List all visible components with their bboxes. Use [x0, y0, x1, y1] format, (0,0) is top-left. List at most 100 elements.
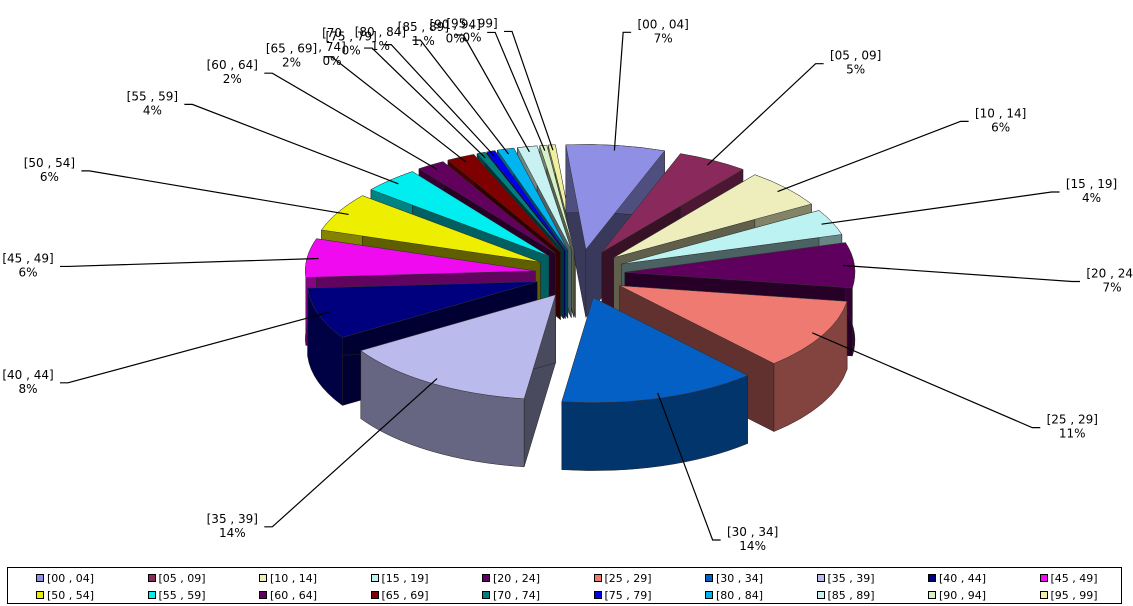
legend-item: [00 , 04] [36, 571, 94, 586]
legend-swatch [482, 591, 490, 599]
leader-line [657, 392, 721, 541]
legend-swatch [593, 591, 602, 599]
legend-label: [50 , 54] [47, 589, 95, 602]
legend-item: [25 , 29] [593, 571, 652, 586]
legend-label: [95 , 99] [1050, 589, 1098, 602]
slice-label: [75 , 79] 0% [326, 30, 377, 58]
legend-item: [95 , 99] [1039, 588, 1098, 603]
pie-labels: [00 , 04] 7% [05 , 09] 5% [10 , 14] 6% [15 , 1… [2, 16, 1133, 553]
leader-line [364, 47, 486, 159]
slice-label: [50 , 54] 6% [24, 156, 75, 184]
legend-swatch [36, 591, 44, 599]
legend-swatch [36, 574, 44, 582]
legend-swatch [816, 574, 825, 582]
leader-line [264, 72, 438, 170]
pie-slice [360, 294, 556, 468]
legend-swatch [259, 591, 267, 599]
legend-label: [30 , 34] [716, 572, 764, 585]
legend-swatch [705, 574, 713, 582]
legend-item: [85 , 89] [816, 588, 875, 603]
legend-label: [25 , 29] [604, 572, 652, 585]
legend-swatch [705, 591, 713, 599]
legend-swatch [147, 574, 156, 582]
legend-item: [35 , 39] [816, 571, 875, 586]
legend-label: [00 , 04] [47, 572, 95, 585]
legend-swatch [1039, 591, 1048, 599]
leader-line [264, 378, 438, 528]
slice-label: [45 , 49] 6% [2, 251, 53, 279]
legend-item: [70 , 74] [482, 588, 540, 603]
legend-label: [80 , 84] [716, 589, 764, 602]
leader-line [455, 34, 530, 153]
slice-label: [55 , 59] 4% [127, 89, 178, 117]
leader-line [613, 31, 632, 151]
legend-label: [15 , 19] [381, 572, 429, 585]
leader-line [842, 264, 1080, 283]
legend: [00 , 04] [05 , 09] [10 , 14] [15 , 19] [20 … [7, 567, 1122, 604]
slice-label: [95 , 99] 0% [446, 16, 497, 44]
legend-label: [65 , 69] [381, 589, 429, 602]
slice-label: [65 , 69] 2% [266, 42, 317, 70]
pie-slices [305, 144, 856, 471]
leader-line [81, 170, 349, 216]
slice-label: [30 , 34] 14% [727, 525, 778, 553]
leader-line [811, 332, 1041, 429]
leader-line [777, 120, 969, 193]
legend-label: [40 , 44] [939, 572, 987, 585]
legend-item: [20 , 24] [482, 571, 540, 586]
legend-item: [45 , 49] [1039, 571, 1098, 586]
leader-line [821, 191, 1060, 225]
legend-label: [90 , 94] [939, 589, 987, 602]
legend-item: [60 , 64] [259, 588, 317, 603]
leader-line [323, 56, 467, 163]
legend-swatch [370, 591, 379, 599]
leader-line [383, 44, 495, 157]
slice-label: [90 , 94] 0% [429, 17, 480, 45]
slice-label: [15 , 19] 4% [1066, 177, 1117, 205]
legend-swatch [259, 574, 267, 582]
legend-label: [75 , 79] [604, 589, 652, 602]
slice-label: [40 , 44] 8% [2, 368, 53, 396]
legend-swatch [928, 591, 936, 599]
legend-label: [55 , 59] [158, 589, 206, 602]
legend-label: [60 , 64] [270, 589, 318, 602]
leader-line [487, 31, 546, 151]
leader-line [412, 39, 510, 155]
legend-swatch [816, 591, 825, 599]
leader-line [184, 103, 399, 185]
slice-label: [10 , 14] 6% [975, 106, 1026, 134]
legend-item: [65 , 69] [370, 588, 429, 603]
slice-label: [20 , 24] 7% [1086, 267, 1133, 295]
legend-label: [05 , 09] [158, 572, 206, 585]
legend-swatch [147, 591, 156, 599]
legend-label: [35 , 39] [827, 572, 875, 585]
slice-label: [05 , 09] 5% [830, 49, 881, 77]
pie-slice [565, 144, 665, 319]
slice-label: [80 , 84] 1% [355, 25, 406, 53]
legend-swatch [593, 574, 602, 582]
legend-label: [10 , 14] [270, 572, 318, 585]
leader-line [504, 30, 554, 151]
leader-line [60, 257, 319, 268]
slice-label: [60 , 64] 2% [207, 58, 258, 86]
legend-label: [45 , 49] [1050, 572, 1098, 585]
legend-item: [90 , 94] [928, 588, 986, 603]
slice-label: [85 , 89] 1,% [398, 20, 449, 48]
legend-item: [15 , 19] [370, 571, 429, 586]
slice-label: [25 , 29] 11% [1047, 413, 1098, 441]
legend-swatch [482, 574, 490, 582]
slice-label: [70, 74] 0% [318, 26, 346, 68]
legend-swatch [370, 574, 379, 582]
legend-item: [10 , 14] [259, 571, 317, 586]
leader-line [60, 311, 330, 384]
legend-item: [40 , 44] [928, 571, 986, 586]
legend-label: [20 , 24] [493, 572, 541, 585]
pie-slice [561, 297, 749, 471]
legend-label: [85 , 89] [827, 589, 875, 602]
leader-line [707, 63, 824, 166]
legend-swatch [1039, 574, 1048, 582]
legend-item: [55 , 59] [147, 588, 206, 603]
slice-label: [35 , 39] 14% [207, 512, 258, 540]
legend-item: [75 , 79] [593, 588, 652, 603]
pie-chart: [00 , 04] 7% [05 , 09] 5% [10 , 14] 6% [15 , 1… [2, 16, 1133, 553]
